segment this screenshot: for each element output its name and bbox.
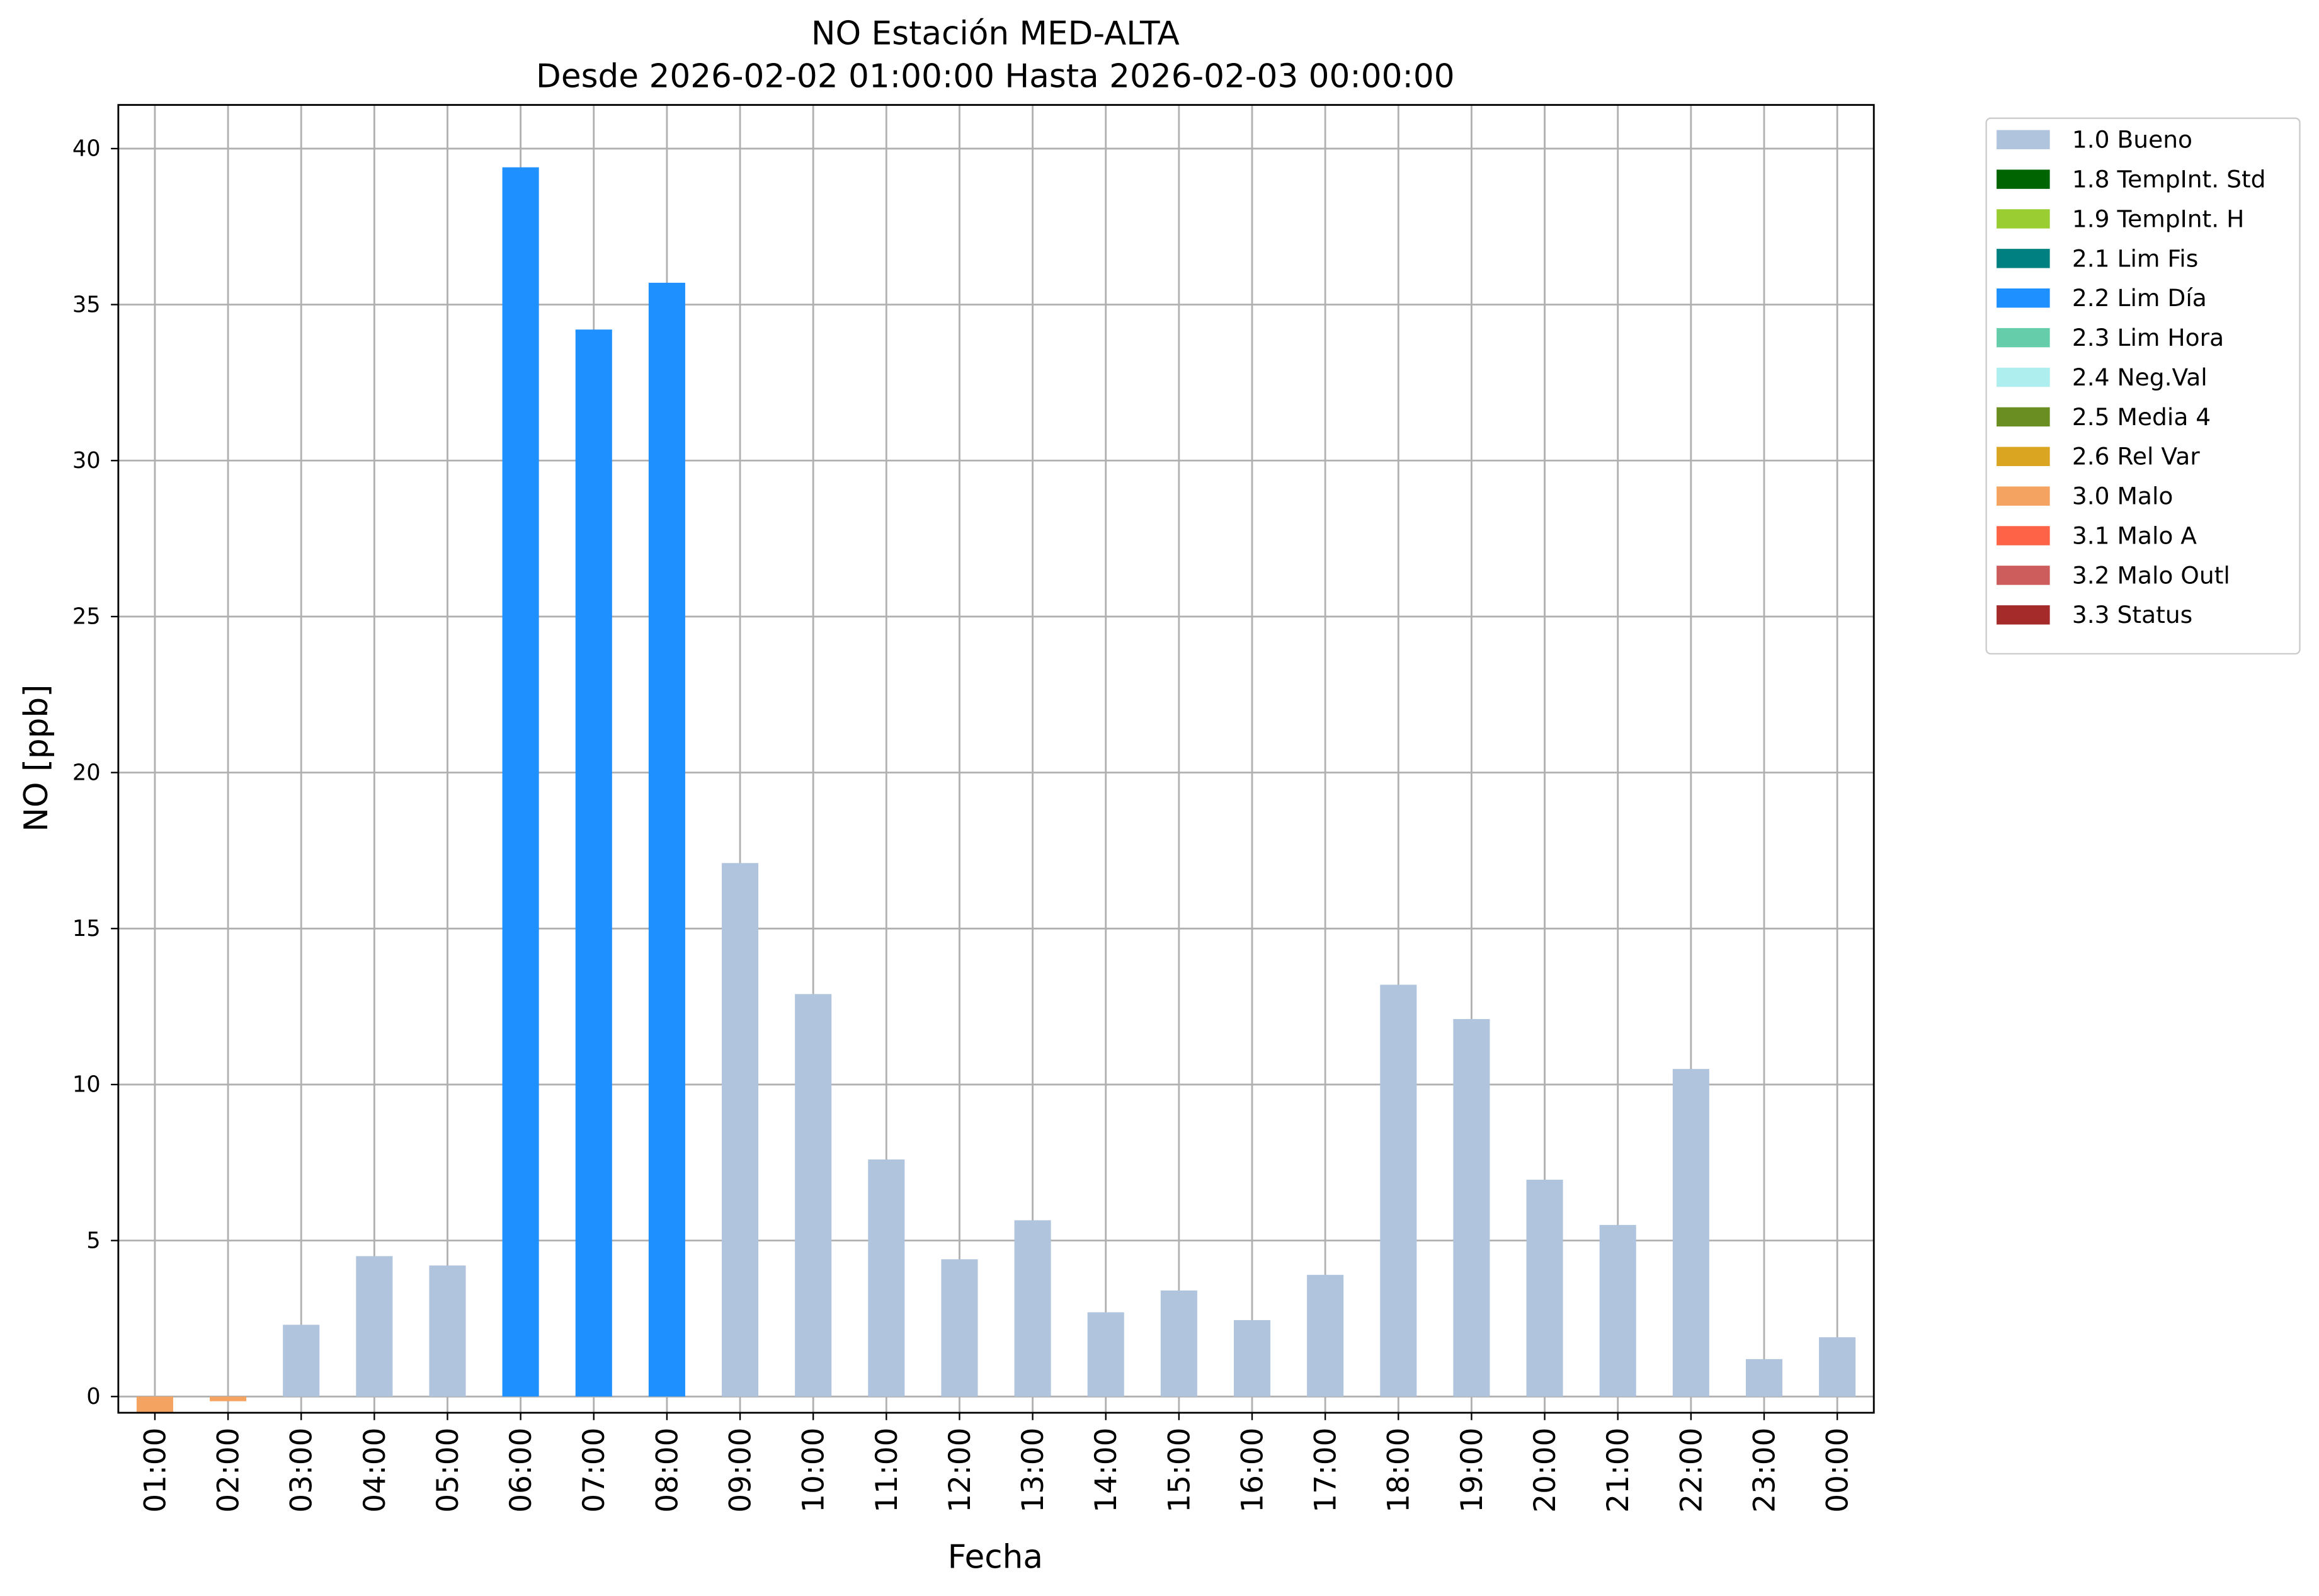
legend-label: 3.2 Malo Outl (2072, 561, 2230, 589)
bar (795, 994, 832, 1397)
bar (136, 1396, 173, 1413)
x-tick-label: 19:00 (1455, 1428, 1490, 1513)
y-tick-label: 0 (86, 1384, 100, 1410)
bar (1672, 1069, 1709, 1397)
bar (1745, 1359, 1783, 1397)
y-tick-label: 40 (72, 136, 101, 162)
plot-frame (117, 104, 1875, 1414)
x-tick-label: 05:00 (431, 1428, 465, 1513)
x-tick-label: 00:00 (1821, 1428, 1855, 1513)
legend-label: 2.2 Lim Día (2072, 284, 2207, 312)
legend-label: 2.3 Lim Hora (2072, 324, 2224, 351)
legend-label: 2.5 Media 4 (2072, 403, 2211, 431)
x-tick-label: 08:00 (650, 1428, 685, 1513)
legend-label: 2.1 Lim Fis (2072, 244, 2198, 272)
legend-swatch (1997, 566, 2050, 585)
legend-label: 2.4 Neg.Val (2072, 363, 2208, 391)
legend-label: 2.6 Rel Var (2072, 443, 2200, 470)
y-tick-label: 10 (72, 1072, 101, 1098)
y-tick-label: 5 (86, 1228, 100, 1253)
x-tick-label: 12:00 (943, 1428, 977, 1513)
y-axis-label: NO [ppb] (18, 685, 55, 832)
legend-swatch (1997, 249, 2050, 268)
x-tick-label: 11:00 (870, 1428, 904, 1513)
x-tick-label: 13:00 (1016, 1428, 1051, 1513)
legend-swatch (1997, 605, 2050, 625)
bar (429, 1265, 466, 1397)
legend-swatch (1997, 367, 2050, 387)
bar (722, 863, 759, 1397)
legend-swatch (1997, 328, 2050, 348)
bar (1453, 1018, 1490, 1397)
x-tick-label: 07:00 (577, 1428, 612, 1513)
bar (1380, 984, 1417, 1397)
bar (1087, 1312, 1124, 1397)
legend-swatch (1997, 209, 2050, 229)
y-tick-label: 35 (72, 292, 101, 317)
legend-label: 1.9 TempInt. H (2072, 205, 2245, 232)
bar (1014, 1220, 1051, 1397)
x-tick-label: 20:00 (1528, 1428, 1563, 1513)
bar (502, 167, 539, 1397)
bar (1307, 1275, 1344, 1397)
x-tick-label: 17:00 (1309, 1428, 1343, 1513)
legend-box (1985, 117, 2301, 655)
x-tick-label: 04:00 (358, 1428, 392, 1513)
y-tick-label: 30 (72, 448, 101, 474)
bar (941, 1259, 978, 1397)
x-tick-label: 23:00 (1747, 1428, 1782, 1513)
y-tick-label: 15 (72, 916, 101, 942)
x-tick-label: 16:00 (1235, 1428, 1270, 1513)
bar (210, 1396, 247, 1401)
bar (1526, 1180, 1563, 1397)
x-tick-label: 22:00 (1674, 1428, 1709, 1513)
bar (648, 282, 685, 1397)
bar (1160, 1290, 1197, 1397)
legend-label: 3.1 Malo A (2072, 522, 2197, 549)
legend-label: 1.0 Bueno (2072, 126, 2192, 154)
x-tick-label: 10:00 (797, 1428, 831, 1513)
x-tick-label: 14:00 (1089, 1428, 1124, 1513)
x-tick-label: 03:00 (285, 1428, 319, 1513)
legend-swatch (1997, 526, 2050, 545)
bar (356, 1256, 393, 1397)
legend-label: 3.3 Status (2072, 601, 2192, 629)
chart-title: NO Estación MED-ALTA (811, 14, 1180, 52)
legend-swatch (1997, 407, 2050, 427)
bar (868, 1159, 905, 1397)
y-tick-label: 20 (72, 760, 101, 785)
bar (1819, 1337, 1856, 1397)
legend-swatch (1997, 169, 2050, 189)
bar (1599, 1224, 1636, 1397)
legend-swatch (1997, 447, 2050, 467)
legend-label: 3.0 Malo (2072, 482, 2174, 510)
legend-label: 1.8 TempInt. Std (2072, 166, 2266, 193)
x-tick-label: 01:00 (138, 1428, 173, 1513)
y-tick-label: 25 (72, 604, 101, 630)
x-tick-label: 02:00 (211, 1428, 246, 1513)
x-tick-label: 21:00 (1601, 1428, 1636, 1513)
chart-subtitle: Desde 2026-02-02 01:00:00 Hasta 2026-02-… (536, 57, 1455, 95)
x-tick-label: 06:00 (504, 1428, 538, 1513)
bar (283, 1325, 320, 1397)
legend-swatch (1997, 288, 2050, 308)
legend-swatch (1997, 486, 2050, 506)
x-axis-label: Fecha (948, 1538, 1043, 1576)
bar (575, 329, 612, 1397)
legend-swatch (1997, 130, 2050, 149)
x-tick-label: 18:00 (1382, 1428, 1416, 1513)
x-tick-label: 15:00 (1162, 1428, 1197, 1513)
x-tick-label: 09:00 (723, 1428, 758, 1513)
bar (1233, 1320, 1271, 1397)
